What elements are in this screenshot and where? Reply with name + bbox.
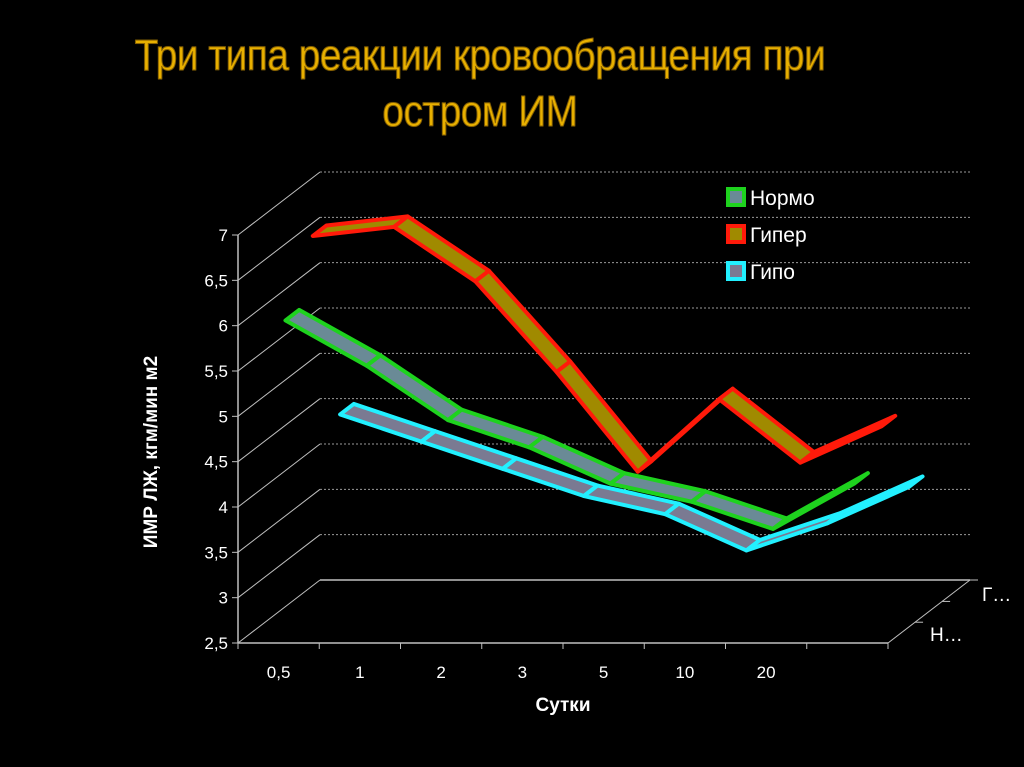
series-ribbon-segment <box>717 386 816 465</box>
series-ribbon-segment <box>338 401 438 444</box>
side-wall-gridline <box>237 398 321 463</box>
x-axis-title: Сутки <box>535 695 590 716</box>
series-0 <box>283 307 870 531</box>
y-tick-label: 3,5 <box>204 543 228 562</box>
side-wall-gridline <box>237 488 321 553</box>
x-tick-label: 0,5 <box>267 663 291 682</box>
legend-swatch-1 <box>726 224 746 244</box>
y-tick-label: 3 <box>219 589 228 608</box>
x-tick-label: 3 <box>518 663 527 682</box>
side-wall-gridline <box>237 171 321 236</box>
title-line-2: остром ИМ <box>382 87 579 137</box>
y-tick-label: 4,5 <box>204 453 228 472</box>
series-2 <box>338 401 925 553</box>
series-ribbon-segment <box>473 268 573 374</box>
side-wall-gridline <box>237 352 321 417</box>
y-tick-label: 7 <box>219 226 228 245</box>
y-tick-label: 6,5 <box>204 271 228 290</box>
side-wall-gridline <box>237 262 321 327</box>
series-ribbon-segment <box>798 413 898 465</box>
chart-legend: Нормо Гипер Гипо <box>726 187 815 284</box>
depth-label-back: Г… <box>982 585 1011 606</box>
depth-label-front: Н… <box>930 625 963 646</box>
chart-series <box>283 214 925 553</box>
series-ribbon-segment <box>364 353 464 423</box>
series-ribbon-segment <box>392 214 491 284</box>
x-tick-label: 20 <box>757 663 776 682</box>
y-tick-label: 5 <box>219 407 228 426</box>
side-wall-gridline <box>237 443 321 508</box>
y-tick-label: 5,5 <box>204 362 228 381</box>
x-tick-label: 5 <box>599 663 608 682</box>
side-wall-gridline <box>237 216 321 281</box>
y-tick-label: 4 <box>219 498 228 517</box>
y-axis-title: ИМР ЛЖ, кгм/мин м2 <box>141 356 162 548</box>
legend-label: Гипо <box>750 261 795 284</box>
x-tick-label: 1 <box>355 663 364 682</box>
legend-label: Нормо <box>750 187 815 210</box>
x-tick-label: 10 <box>675 663 694 682</box>
chart-axes: 2,5 3 3,5 4 4,5 5 5,5 6 6,5 7 Г… Н… 0,5 1 2 3 5 10 20 <box>204 226 1011 682</box>
side-wall-gridline <box>237 579 321 644</box>
floor-right-edge <box>887 579 971 644</box>
y-tick-label: 2,5 <box>204 634 228 653</box>
legend-swatch-2 <box>726 261 746 281</box>
x-tick-label: 2 <box>436 663 445 682</box>
series-ribbon-segment <box>825 474 925 526</box>
slide-title: Три типа реакции кровообращения при остр… <box>58 28 903 140</box>
legend-swatch-0 <box>726 187 746 207</box>
title-line-1: Три типа реакции кровообращения при <box>134 31 826 81</box>
series-ribbon-segment <box>283 307 383 368</box>
y-tick-label: 6 <box>219 317 228 336</box>
series-ribbon-segment <box>770 471 870 531</box>
chart-walls <box>237 171 971 644</box>
series-1 <box>310 214 898 474</box>
side-wall-gridline <box>237 534 321 599</box>
legend-label: Гипер <box>750 224 807 247</box>
